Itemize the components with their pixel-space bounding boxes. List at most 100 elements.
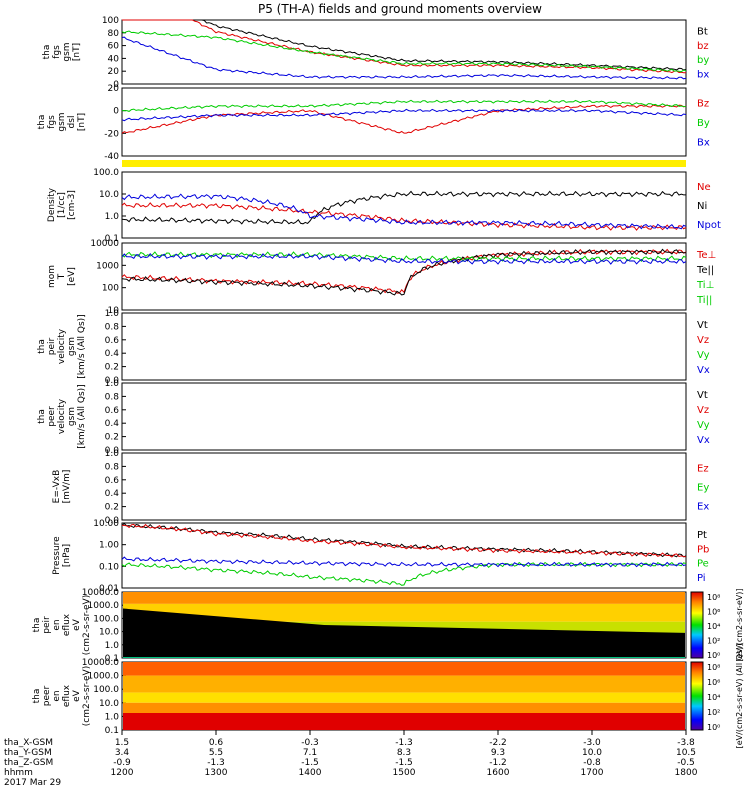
footer-date: 2017 Mar 29 bbox=[4, 778, 61, 788]
y-axis-label: tha bbox=[32, 618, 42, 633]
y-axis-label: eV bbox=[72, 618, 82, 631]
quality-flag-bar bbox=[122, 160, 686, 167]
panel-frame bbox=[121, 522, 687, 589]
legend-p4-0: Te⊥ bbox=[696, 250, 716, 261]
colorbar bbox=[690, 661, 704, 731]
footer-value: -1.5 bbox=[301, 758, 319, 768]
legend-p5-0: Vt bbox=[697, 320, 708, 331]
series-p4-Te|| bbox=[121, 248, 686, 296]
y-tick-label: 10000.0 bbox=[82, 588, 119, 598]
y-tick-label: 60 bbox=[108, 42, 120, 52]
panel-p5: 1.0 0.8 0.6 0.4 0.2 0.0 tha peir velocity gsm [km/… bbox=[37, 309, 710, 386]
y-tick-label: 0.01 bbox=[99, 584, 119, 594]
panel-p6: 1.0 0.8 0.6 0.4 0.2 0.0 tha peer velocity gsm [km/… bbox=[37, 379, 710, 456]
y-tick-label: 1.0 bbox=[105, 309, 120, 319]
footer-value: 10.5 bbox=[676, 748, 696, 758]
legend-p3-1: Ni bbox=[697, 201, 707, 212]
legend-p8-3: Pi bbox=[697, 573, 706, 584]
series-p3-Ni bbox=[121, 190, 686, 225]
y-axis-label: gsm bbox=[67, 337, 77, 356]
legend-p1-0: Bt bbox=[697, 27, 708, 38]
legend-p2-0: Bz bbox=[697, 99, 709, 110]
y-axis-label: peir bbox=[47, 337, 57, 355]
y-tick-label: 0.6 bbox=[105, 406, 120, 416]
colorbar-tick: 10⁶ bbox=[707, 608, 720, 617]
colorbar-tick: 10² bbox=[707, 708, 720, 717]
y-axis-label: T bbox=[57, 273, 67, 280]
plot-title: P5 (TH-A) fields and ground moments over… bbox=[258, 2, 542, 16]
y-tick-label: 100.0 bbox=[93, 685, 119, 695]
legend-p5-2: Vy bbox=[697, 350, 710, 361]
panel-frame bbox=[121, 452, 687, 521]
footer-value: 1500 bbox=[393, 768, 416, 778]
y-tick-label: 1.0 bbox=[105, 712, 120, 722]
y-axis-label: gsm bbox=[67, 407, 77, 426]
series-p2-By bbox=[122, 99, 687, 112]
y-tick-label: 0.0 bbox=[105, 446, 120, 456]
y-axis-label: [km/s (All Qs)] bbox=[77, 384, 87, 448]
footer-value: 1300 bbox=[205, 768, 228, 778]
legend-p8-0: Pt bbox=[697, 530, 707, 541]
y-axis-label: velocity bbox=[57, 328, 67, 364]
footer-value: -0.9 bbox=[113, 758, 131, 768]
footer-value: 3.4 bbox=[115, 748, 130, 758]
series-p4-Te⊥ bbox=[121, 248, 687, 294]
footer-row-label: tha_X-GSM bbox=[4, 738, 53, 748]
legend-p2-2: Bx bbox=[697, 137, 710, 148]
y-tick-label: 10.0 bbox=[99, 628, 119, 638]
y-tick-label: 100.0 bbox=[93, 614, 119, 624]
legend-p1-2: by bbox=[697, 55, 709, 66]
y-tick-label: 1.0 bbox=[105, 641, 120, 651]
heatmap-band bbox=[123, 603, 685, 622]
series-p2-Bx bbox=[121, 108, 687, 122]
footer-value: 1200 bbox=[111, 768, 134, 778]
y-tick-label: 1000 bbox=[96, 261, 119, 271]
y-tick-label: 1.0 bbox=[105, 379, 120, 389]
y-axis-label: [km/s (All Qs)] bbox=[77, 314, 87, 378]
y-tick-label: 0.8 bbox=[105, 322, 120, 332]
panel-frame bbox=[121, 19, 687, 85]
y-tick-label: 0 bbox=[113, 80, 119, 90]
legend-p7-1: Ey bbox=[697, 483, 709, 494]
colorbar-tick: 10⁸ bbox=[707, 593, 720, 602]
y-axis-label: eflux bbox=[62, 684, 72, 707]
y-tick-label: 10.0 bbox=[99, 699, 119, 709]
y-tick-label: 0.6 bbox=[105, 336, 120, 346]
footer-value: 10.0 bbox=[582, 748, 602, 758]
y-tick-label: 20 bbox=[108, 67, 120, 77]
y-tick-label: 10 bbox=[108, 306, 120, 316]
colorbar-tick: 10² bbox=[707, 637, 720, 646]
y-axis-label: fgs bbox=[52, 45, 62, 59]
legend-p6-2: Vy bbox=[697, 420, 710, 431]
legend-p1-3: bx bbox=[697, 69, 709, 80]
footer-value: 5.5 bbox=[209, 748, 223, 758]
y-tick-label: 10.0 bbox=[99, 190, 119, 200]
y-axis-label: en bbox=[52, 619, 62, 630]
footer-row-label: tha_Z-GSM bbox=[4, 758, 53, 768]
legend-p8-1: Pb bbox=[697, 544, 709, 555]
footer-row-label: tha_Y-GSM bbox=[4, 748, 52, 758]
y-tick-label: 10.00 bbox=[93, 519, 119, 529]
legend-p7-0: Ez bbox=[697, 463, 709, 474]
y-axis-label: [cm-3] bbox=[67, 190, 77, 220]
y-axis-label: peir bbox=[42, 616, 52, 634]
series-p4-Ti⊥ bbox=[121, 251, 687, 262]
legend-p2-1: By bbox=[697, 118, 710, 129]
y-tick-label: 0.8 bbox=[105, 392, 120, 402]
heatmap-band bbox=[123, 713, 685, 730]
y-tick-label: 1000.0 bbox=[88, 672, 120, 682]
y-axis-label: (cm2-s-sr-eV) bbox=[82, 666, 92, 726]
y-tick-label: 100.0 bbox=[93, 168, 119, 178]
footer-value: 1800 bbox=[675, 768, 698, 778]
y-axis-label: en bbox=[52, 690, 62, 701]
colorbar-tick: 10⁴ bbox=[707, 622, 720, 631]
y-axis-label: [1/cc] bbox=[57, 192, 67, 218]
y-tick-label: 0.10 bbox=[99, 562, 119, 572]
colorbar-label: [eV/(cm2-s-sr-eV)] bbox=[735, 588, 744, 661]
y-axis-label: tha bbox=[42, 45, 52, 60]
y-tick-label: 100 bbox=[102, 16, 119, 26]
legend-p6-3: Vx bbox=[697, 435, 710, 446]
heatmap-band bbox=[123, 702, 685, 713]
series-p1-by bbox=[121, 30, 687, 73]
